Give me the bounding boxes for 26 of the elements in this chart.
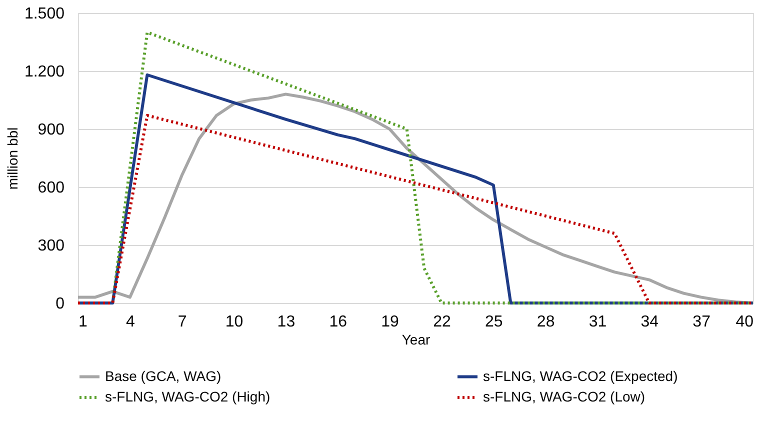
y-axis-title: million bbl bbox=[4, 127, 20, 190]
x-axis-title: Year bbox=[402, 332, 430, 348]
legend-label: s-FLNG, WAG-CO2 (Expected) bbox=[483, 368, 678, 384]
x-tick-label: 4 bbox=[126, 314, 135, 330]
y-tick-label: 0 bbox=[56, 296, 65, 312]
x-tick-label: 28 bbox=[536, 314, 555, 330]
x-tick-label: 10 bbox=[225, 314, 244, 330]
x-tick-label: 7 bbox=[178, 314, 187, 330]
x-tick-label: 19 bbox=[381, 314, 400, 330]
y-tick-label: 1.500 bbox=[24, 6, 65, 22]
y-tick-label: 300 bbox=[38, 238, 65, 254]
legend-label: Base (GCA, WAG) bbox=[105, 368, 222, 384]
x-tick-label: 13 bbox=[277, 314, 296, 330]
x-tick-label: 16 bbox=[329, 314, 348, 330]
y-tick-label: 1.200 bbox=[24, 64, 65, 80]
x-tick-label: 31 bbox=[588, 314, 607, 330]
x-tick-label: 22 bbox=[433, 314, 451, 330]
y-tick-label: 900 bbox=[38, 122, 65, 138]
x-tick-label: 37 bbox=[692, 314, 711, 330]
x-tick-label: 34 bbox=[640, 314, 659, 330]
y-tick-label: 600 bbox=[38, 180, 65, 196]
x-tick-label: 25 bbox=[484, 314, 503, 330]
x-tick-label: 40 bbox=[736, 314, 754, 330]
legend-label: s-FLNG, WAG-CO2 (High) bbox=[105, 388, 270, 404]
legend-label: s-FLNG, WAG-CO2 (Low) bbox=[483, 388, 646, 404]
x-tick-label: 1 bbox=[78, 314, 88, 330]
